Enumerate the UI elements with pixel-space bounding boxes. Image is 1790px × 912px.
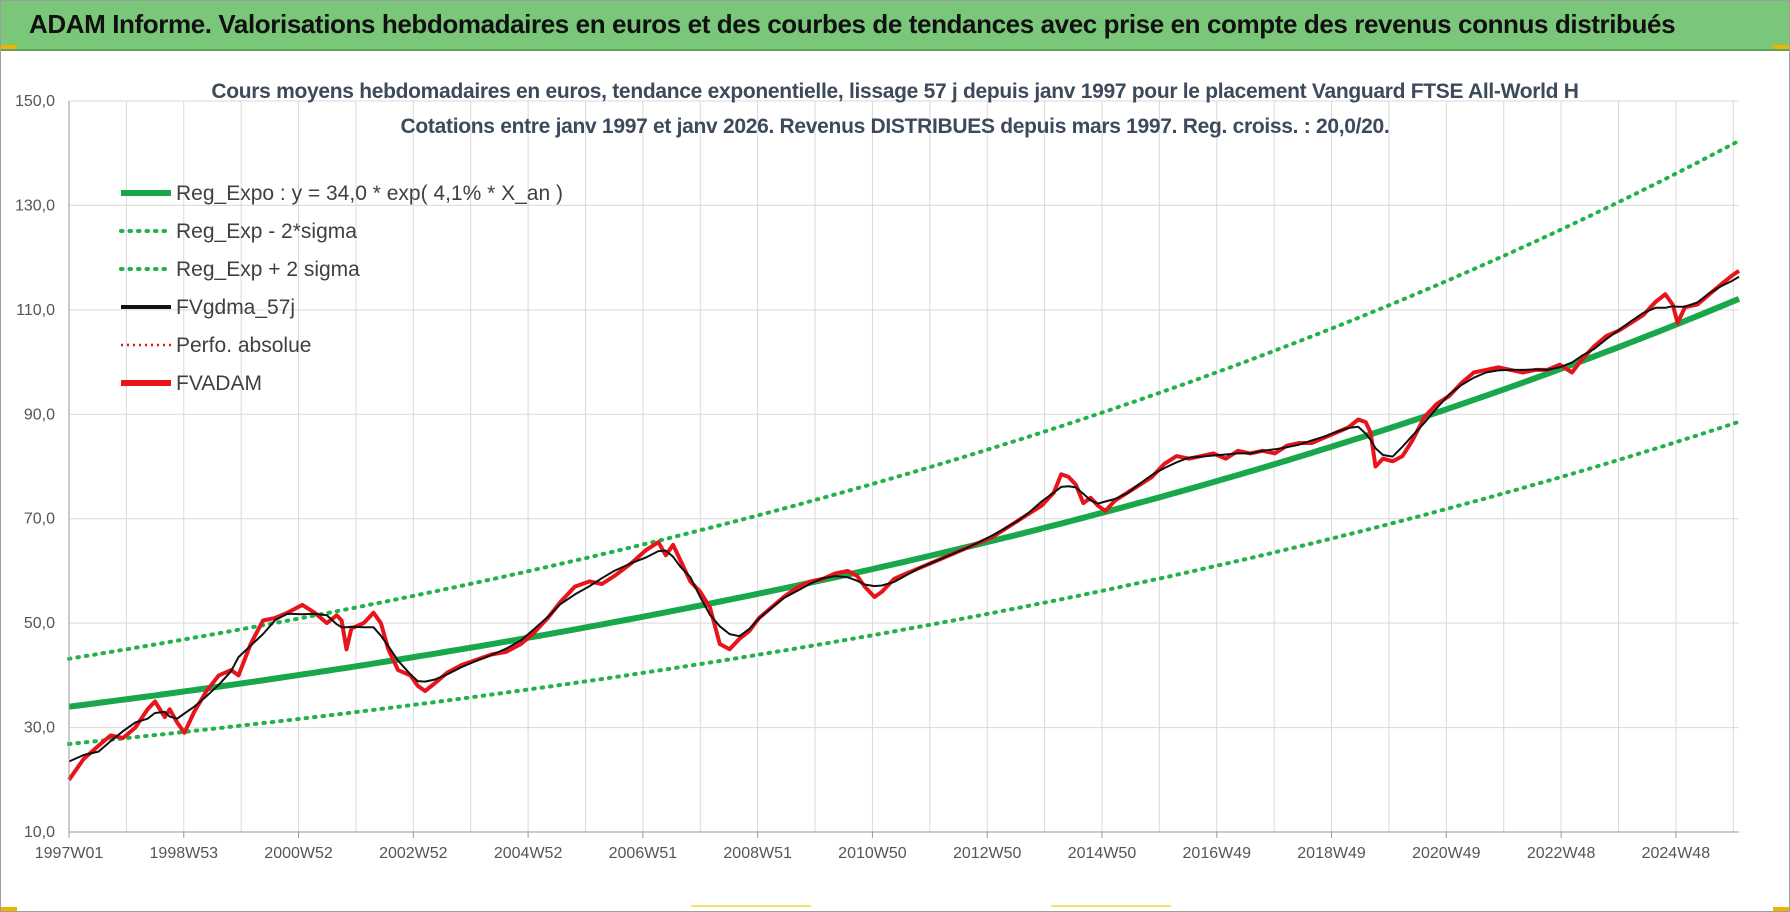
y-tick-label: 50,0	[24, 615, 55, 632]
axes: 150,0 130,0 110,0 90,0 70,0 50,0 30,0 10,0 1997W…	[15, 93, 1739, 862]
corner-marker-bottom-right	[1773, 907, 1789, 911]
x-tick-label: 1997W01	[35, 845, 104, 862]
x-tick-label: 2016W49	[1183, 845, 1252, 862]
legend-perfo-absolue: Perfo. absolue	[121, 334, 311, 357]
y-tick-label: 150,0	[15, 93, 55, 110]
bottom-accent-right	[1051, 905, 1171, 907]
line-chart: 150,0 130,0 110,0 90,0 70,0 50,0 30,0 10,0 1997W…	[15, 80, 1741, 862]
upper-sigma-curve	[67, 138, 1741, 661]
fvgdma-57j-line	[68, 275, 1740, 763]
y-tick-label: 30,0	[24, 720, 55, 737]
legend-lower-sigma: Reg_Exp - 2*sigma	[119, 220, 357, 243]
x-tick-label: 2004W52	[494, 845, 563, 862]
y-tick-label: 130,0	[15, 197, 55, 214]
y-tick-label: 90,0	[24, 406, 55, 423]
corner-marker-top-right	[1773, 45, 1789, 49]
chart-subtitle: Cotations entre janv 1997 et janv 2026. …	[401, 115, 1390, 138]
x-tick-label: 2024W48	[1642, 845, 1711, 862]
legend-label: FVADAM	[176, 372, 262, 395]
fvadam-line	[67, 269, 1741, 781]
header-banner: ADAM Informe. Valorisations hebdomadaire…	[1, 1, 1789, 51]
legend-label: Reg_Exp - 2*sigma	[176, 220, 357, 243]
corner-marker-bottom-left	[1, 907, 17, 911]
legend-upper-sigma: Reg_Exp + 2 sigma	[119, 258, 360, 281]
x-tick-label: 2010W50	[838, 845, 907, 862]
legend-fvgdma: FVgdma_57j	[121, 296, 295, 319]
legend-label: Reg_Expo : y = 34,0 * exp( 4,1% * X_an )	[176, 182, 563, 205]
x-tick-label: 2022W48	[1527, 845, 1596, 862]
corner-marker-top-left	[1, 45, 17, 49]
legend-label: Reg_Exp + 2 sigma	[176, 258, 360, 281]
x-tick-label: 2002W52	[379, 845, 448, 862]
x-tick-label: 2008W51	[723, 845, 792, 862]
page-title: ADAM Informe. Valorisations hebdomadaire…	[29, 9, 1676, 39]
legend-fvadam: FVADAM	[121, 372, 262, 395]
y-tick-label: 10,0	[24, 824, 55, 841]
trend-curve	[68, 296, 1741, 710]
x-tick-label: 1998W53	[150, 845, 219, 862]
legend-label: FVgdma_57j	[176, 296, 295, 319]
x-tick-label: 2006W51	[609, 845, 678, 862]
x-tick-label: 2000W52	[264, 845, 333, 862]
y-tick-label: 70,0	[24, 511, 55, 528]
y-tick-label: 110,0	[16, 302, 55, 319]
legend-trend: Reg_Expo : y = 34,0 * exp( 4,1% * X_an )	[121, 182, 563, 205]
bottom-accent-left	[691, 905, 811, 907]
x-tick-label: 2012W50	[953, 845, 1022, 862]
chart-title: Cours moyens hebdomadaires en euros, ten…	[211, 80, 1578, 103]
x-tick-label: 2020W49	[1412, 845, 1481, 862]
series-layer	[67, 138, 1741, 781]
legend: Reg_Expo : y = 34,0 * exp( 4,1% * X_an )…	[119, 182, 563, 395]
x-tick-label: 2018W49	[1297, 845, 1366, 862]
grid	[68, 100, 1739, 833]
legend-label: Perfo. absolue	[176, 334, 311, 357]
x-tick-label: 2014W50	[1068, 845, 1137, 862]
lower-sigma-curve	[67, 419, 1741, 746]
